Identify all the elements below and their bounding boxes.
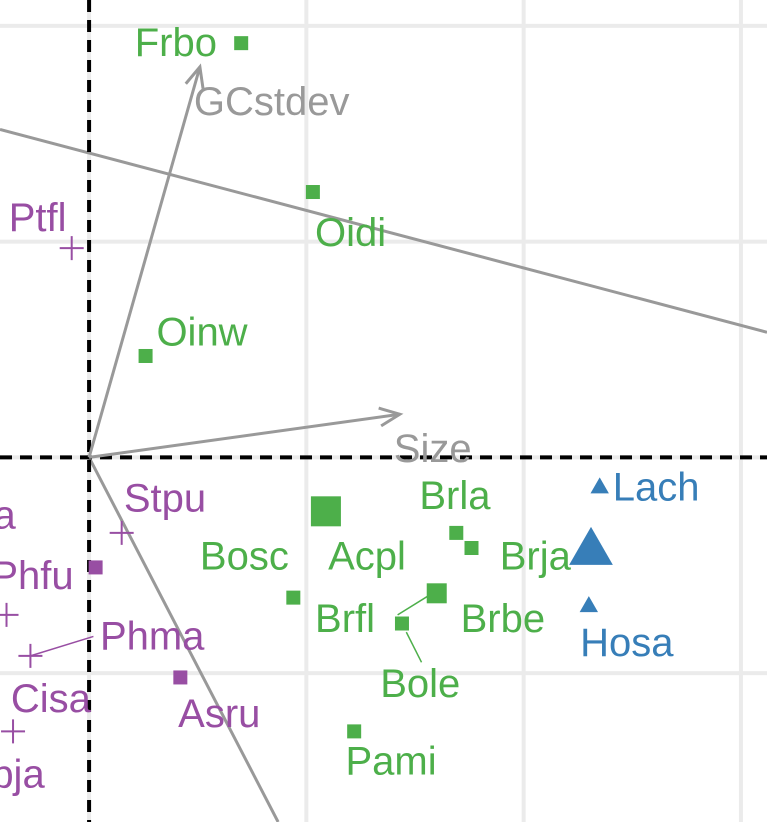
vector-size <box>88 412 401 459</box>
label-leader-lines <box>30 592 433 663</box>
point-asru <box>173 670 188 685</box>
point-oidi <box>305 185 320 200</box>
point-hosa <box>579 596 599 613</box>
point-pami <box>347 724 362 739</box>
leader-line <box>405 631 423 663</box>
label-bole: Bole <box>380 662 460 706</box>
point-ptfl <box>59 236 84 261</box>
label-oidi: Oidi <box>315 211 386 255</box>
label-brla: Brla <box>419 474 491 518</box>
axis-line <box>87 456 280 822</box>
label-acpl: Acpl <box>328 535 406 579</box>
point-stpu <box>109 520 134 545</box>
label-phfu: Phfu <box>0 554 74 598</box>
axis-line <box>0 127 767 334</box>
vector-label-size: Size <box>394 427 472 471</box>
label-phma: Phma <box>100 614 205 658</box>
point-unlabeled <box>0 602 19 627</box>
point-brja <box>464 541 479 555</box>
label-pja: pja <box>0 753 45 797</box>
point-brfl <box>394 616 409 631</box>
label-oinw: Oinw <box>156 310 247 354</box>
label-pami: Pami <box>345 740 436 784</box>
label-bosc: Bosc <box>200 535 289 579</box>
point-brbe <box>426 583 447 604</box>
point-lach <box>590 477 609 494</box>
label-brbe: Brbe <box>461 597 545 641</box>
point-phma <box>18 643 43 668</box>
label-hosa: Hosa <box>580 621 674 665</box>
vector-label-gcstdev: GCstdev <box>194 80 350 124</box>
axis-lines <box>0 127 767 822</box>
label-lach: Lach <box>613 466 700 510</box>
point-unlabeled <box>569 526 613 565</box>
label-brja: Brja <box>500 535 572 579</box>
label-ptfl: Ptfl <box>9 196 67 240</box>
label-a: a <box>0 494 16 538</box>
leader-line <box>397 592 433 616</box>
label-brfl: Brfl <box>315 597 375 641</box>
point-frbo <box>234 36 249 51</box>
vector-arrowhead-gcstdev <box>184 63 205 89</box>
point-phfu <box>88 560 103 575</box>
data-points <box>0 36 613 744</box>
point-acpl <box>310 496 341 527</box>
vector-gcstdev <box>87 66 202 458</box>
label-asru: Asru <box>178 692 260 736</box>
vector-arrows: GCstdev Size <box>87 63 472 471</box>
label-cisa: Cisa <box>11 677 92 721</box>
point-oinw <box>138 348 153 363</box>
leader-line <box>30 635 94 657</box>
label-frbo: Frbo <box>135 21 217 65</box>
point-bosc <box>286 590 301 605</box>
point-unlabeled <box>1 719 26 744</box>
point-brla <box>449 525 464 540</box>
vector-arrowhead-size <box>378 406 404 428</box>
label-stpu: Stpu <box>124 476 206 520</box>
